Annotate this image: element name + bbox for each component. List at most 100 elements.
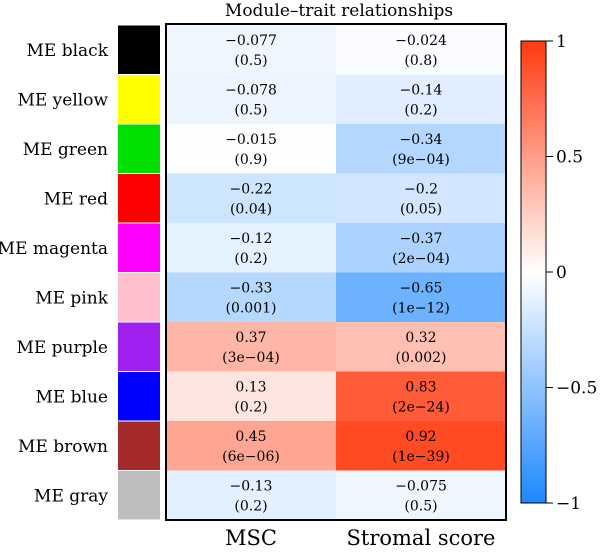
heatmap-cell	[166, 25, 336, 75]
cell-pvalue: (6e−06)	[222, 449, 280, 465]
cell-pvalue: (0.9)	[234, 152, 267, 168]
module-label: ME magenta	[0, 239, 108, 259]
chart-title: Module–trait relationships	[225, 1, 453, 21]
heatmap-cell	[336, 470, 506, 520]
column-labels: MSC Stromal score	[225, 526, 495, 550]
colorbar-tick-label: 0	[556, 263, 567, 283]
column-label: Stromal score	[347, 526, 496, 550]
cell-pvalue: (0.2)	[404, 103, 437, 119]
colorbar: 1 0.5 0 −0.5 −1	[520, 32, 597, 514]
cell-correlation: 0.83	[405, 380, 436, 396]
cell-correlation: −0.078	[225, 83, 277, 99]
heatmap-cell	[336, 124, 506, 174]
colorbar-tick-label: 0.5	[556, 148, 583, 168]
module-row: ME gray −0.13 (0.2) −0.075 (0.5)	[34, 470, 506, 520]
cell-correlation: 0.45	[235, 429, 266, 445]
module-color-swatch	[118, 372, 160, 421]
heatmap-cell	[166, 272, 336, 322]
cell-pvalue: (0.5)	[234, 103, 267, 119]
cell-pvalue: (3e−04)	[222, 350, 280, 366]
heatmap-cell	[166, 371, 336, 421]
colorbar-gradient	[520, 40, 547, 504]
cell-pvalue: (1e−39)	[392, 449, 450, 465]
module-label: ME red	[44, 189, 108, 209]
colorbar-ticks: 1 0.5 0 −0.5 −1	[546, 32, 597, 514]
module-row: ME brown 0.45 (6e−06) 0.92 (1e−39)	[18, 421, 506, 471]
cell-correlation: −0.024	[395, 33, 447, 49]
module-label: ME purple	[16, 338, 108, 358]
module-row: ME yellow −0.078 (0.5) −0.14 (0.2)	[17, 74, 506, 124]
module-color-swatch	[118, 124, 160, 173]
cell-correlation: −0.33	[230, 281, 273, 297]
cell-correlation: −0.077	[225, 33, 277, 49]
cell-correlation: 0.92	[405, 429, 436, 445]
heatmap-cell	[166, 322, 336, 372]
cell-pvalue: (0.001)	[225, 301, 276, 317]
cell-correlation: −0.14	[400, 83, 443, 99]
cell-pvalue: (0.04)	[230, 202, 272, 218]
cell-correlation: −0.65	[400, 281, 443, 297]
module-color-swatch	[118, 471, 160, 520]
cell-pvalue: (2e−04)	[392, 251, 450, 267]
heatmap-cell	[336, 173, 506, 223]
colorbar-tick-label: 1	[556, 32, 567, 52]
cell-pvalue: (0.5)	[234, 53, 267, 69]
module-color-swatch	[118, 322, 160, 371]
colorbar-tick-label: −1	[556, 494, 581, 514]
module-row: ME magenta −0.12 (0.2) −0.37 (2e−04)	[0, 223, 506, 273]
module-color-swatch	[118, 174, 160, 223]
module-label: ME black	[27, 41, 109, 61]
module-color-swatch	[118, 25, 160, 74]
module-color-swatch	[118, 75, 160, 124]
module-color-swatch	[118, 273, 160, 322]
heatmap-rows: ME black −0.077 (0.5) −0.024 (0.8) ME yellow −…	[0, 25, 506, 520]
module-label: ME green	[23, 140, 108, 160]
cell-pvalue: (0.05)	[400, 202, 442, 218]
cell-correlation: −0.12	[230, 231, 273, 247]
module-label: ME pink	[35, 288, 108, 308]
cell-pvalue: (0.002)	[395, 350, 446, 366]
heatmap-cell	[336, 25, 506, 75]
cell-correlation: −0.13	[230, 479, 273, 495]
heatmap-frame	[165, 23, 507, 521]
module-row: ME red −0.22 (0.04) −0.2 (0.05)	[44, 173, 506, 223]
cell-correlation: 0.37	[235, 330, 266, 346]
colorbar-tick-label: −0.5	[556, 379, 597, 399]
heatmap-cell	[336, 322, 506, 372]
cell-pvalue: (0.2)	[234, 499, 267, 515]
cell-pvalue: (0.8)	[404, 53, 437, 69]
heatmap-cell	[166, 124, 336, 174]
module-row: ME black −0.077 (0.5) −0.024 (0.8)	[27, 25, 506, 75]
heatmap-cell	[336, 371, 506, 421]
heatmap-cell	[336, 223, 506, 273]
cell-pvalue: (0.2)	[234, 400, 267, 416]
heatmap-cell	[166, 421, 336, 471]
cell-correlation: −0.22	[230, 182, 273, 198]
cell-pvalue: (2e−24)	[392, 400, 450, 416]
module-label: ME blue	[35, 387, 108, 407]
cell-correlation: 0.13	[235, 380, 266, 396]
heatmap-cell	[166, 173, 336, 223]
module-row: ME blue 0.13 (0.2) 0.83 (2e−24)	[35, 371, 506, 421]
cell-pvalue: (0.5)	[404, 499, 437, 515]
cell-correlation: −0.015	[225, 132, 277, 148]
heatmap-cell	[166, 470, 336, 520]
cell-pvalue: (1e−12)	[392, 301, 450, 317]
heatmap-cell	[166, 223, 336, 273]
module-color-swatch	[118, 223, 160, 272]
cell-pvalue: (0.2)	[234, 251, 267, 267]
heatmap-cell	[336, 421, 506, 471]
cell-correlation: 0.32	[405, 330, 436, 346]
cell-correlation: −0.2	[404, 182, 438, 198]
column-label: MSC	[225, 526, 277, 550]
module-label: ME yellow	[17, 90, 108, 110]
module-color-swatch	[118, 421, 160, 470]
cell-correlation: −0.34	[400, 132, 443, 148]
module-label: ME gray	[34, 486, 108, 506]
module-row: ME green −0.015 (0.9) −0.34 (9e−04)	[23, 124, 506, 174]
cell-pvalue: (9e−04)	[392, 152, 450, 168]
module-row: ME pink −0.33 (0.001) −0.65 (1e−12)	[35, 272, 506, 322]
heatmap-cell	[336, 74, 506, 124]
heatmap-cell	[336, 272, 506, 322]
